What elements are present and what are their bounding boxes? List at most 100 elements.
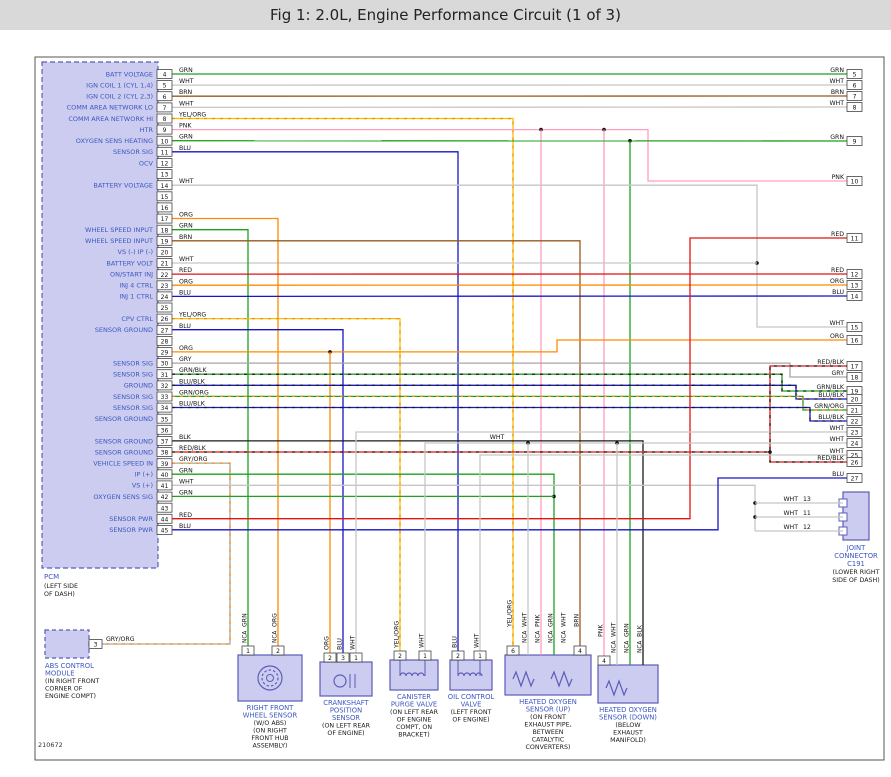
pcm-pin-label: IGN COIL 2 (CYL 2,3)	[86, 93, 153, 101]
wire-color-label: BLU	[179, 523, 191, 530]
right-pin-17	[846, 361, 863, 371]
svg-text:14: 14	[161, 183, 169, 190]
svg-text:NCA: NCA	[562, 631, 568, 643]
wire-red	[172, 237, 847, 520]
svg-text:CONVERTERS): CONVERTERS)	[526, 744, 571, 751]
right-pin-27	[846, 473, 863, 483]
svg-text:42: 42	[161, 494, 169, 501]
pcm-pin-4	[156, 69, 173, 79]
svg-text:35: 35	[161, 416, 169, 423]
right-pin-6	[846, 80, 863, 90]
diagram-number: 210672	[38, 741, 63, 749]
wire-org	[172, 217, 279, 655]
pcm-pin-10	[156, 135, 173, 146]
right-pin-8	[846, 102, 863, 112]
pcm-pin-label: SENSOR SIG	[113, 371, 153, 379]
wire-color-label: WHT	[179, 478, 194, 485]
figure-title-bar: Fig 1: 2.0L, Engine Performance Circuit …	[0, 0, 891, 30]
svg-text:31: 31	[161, 372, 169, 379]
svg-text:(ON FRONT: (ON FRONT	[530, 714, 566, 721]
wire-color-label: YEL/ORG	[178, 112, 206, 119]
pcm-pin-label: SENSOR SIG	[113, 404, 153, 412]
joint-pin-number: 11	[803, 510, 811, 517]
svg-text:WHEEL SENSOR: WHEEL SENSOR	[243, 712, 298, 720]
pcm-pin-label: INJ 4 CTRL	[119, 282, 153, 290]
right-pin-16	[846, 335, 863, 345]
pcm-pin-38	[156, 447, 173, 458]
wire-color-label: BRN	[831, 89, 845, 96]
svg-text:GRN: GRN	[242, 613, 249, 627]
pcm-caption: PCM	[44, 573, 59, 581]
svg-text:14: 14	[851, 294, 859, 301]
svg-text:2: 2	[328, 655, 332, 662]
wire-color-label: GRN/ORG	[814, 403, 844, 410]
wire-blk	[172, 440, 644, 665]
wires: WHT	[102, 73, 848, 665]
svg-text:ENGINE COMPT): ENGINE COMPT)	[45, 693, 96, 700]
wire-color-label: BLU/BLK	[818, 414, 845, 421]
wire-grn	[172, 229, 249, 655]
wire-color-label: WHT	[829, 100, 844, 107]
pcm-pin-label: SENSOR SIG	[113, 148, 153, 156]
pcm-pin-label: SENSOR GROUND	[95, 326, 153, 334]
wire-blu	[172, 329, 344, 662]
right-pin-26	[846, 457, 863, 467]
pcm-pin-25	[156, 302, 173, 313]
pcm-pin-5	[156, 80, 173, 90]
svg-text:15: 15	[851, 325, 859, 332]
pcm-pin-41	[156, 480, 173, 491]
svg-text:3: 3	[341, 655, 345, 662]
right-pin-7	[846, 91, 863, 101]
pcm-pin-17	[156, 213, 173, 224]
pcm-pin-21	[156, 258, 173, 268]
svg-text:28: 28	[161, 339, 169, 346]
pcm-pin-19	[156, 235, 173, 246]
right-pin-22	[846, 416, 863, 426]
right-pin-5	[846, 69, 863, 79]
wire-gry	[172, 362, 847, 378]
wire-wht	[172, 184, 847, 328]
svg-text:NCA: NCA	[625, 641, 631, 653]
svg-text:40: 40	[161, 472, 169, 479]
svg-text:6: 6	[853, 83, 857, 90]
svg-text:16: 16	[851, 338, 859, 345]
pcm-pin-label: SENSOR PWR	[109, 526, 153, 534]
svg-text:MODULE: MODULE	[45, 670, 75, 678]
svg-text:34: 34	[161, 405, 169, 412]
wire-bus-label: WHT	[490, 434, 505, 441]
svg-text:19: 19	[161, 238, 169, 245]
wire-blu-blk	[172, 406, 847, 422]
right-pin-9	[846, 136, 863, 146]
pcm-pin-20	[156, 246, 173, 257]
wire-pnk	[172, 128, 847, 182]
wire-color-label: RED/BLK	[179, 445, 207, 452]
svg-text:4: 4	[602, 658, 606, 665]
svg-text:SENSOR (DOWN): SENSOR (DOWN)	[599, 714, 657, 722]
pcm-pin-11	[156, 146, 173, 157]
pcm-pin-label: COMM AREA NETWORK HI	[68, 115, 153, 123]
svg-text:36: 36	[161, 427, 169, 434]
wire-color-label: GRN/BLK	[816, 384, 844, 391]
pcm-pin-label: BATT VOLTAGE	[106, 70, 153, 78]
svg-text:39: 39	[161, 461, 169, 468]
svg-text:7: 7	[853, 94, 857, 101]
svg-text:BRN: BRN	[574, 613, 581, 627]
svg-text:BLU: BLU	[337, 638, 344, 650]
svg-text:2: 2	[456, 653, 460, 660]
pcm-pin-label: GROUND	[124, 382, 153, 390]
svg-text:1: 1	[354, 655, 358, 662]
svg-text:ABS CONTROL: ABS CONTROL	[45, 662, 94, 670]
wire-color-label: BLU	[179, 289, 191, 296]
svg-text:4: 4	[578, 648, 582, 655]
svg-text:210672: 210672	[38, 741, 63, 749]
svg-text:NCA: NCA	[549, 631, 555, 643]
pcm-pin-42	[156, 491, 173, 502]
wire-color-label: BLU	[179, 323, 191, 330]
wire-wht	[424, 442, 847, 660]
pcm-pin-label: OXYGEN SENS SIG	[93, 493, 153, 501]
svg-text:21: 21	[161, 261, 169, 268]
pcm-pin-16	[156, 202, 173, 213]
wire-color-label: GRN	[179, 490, 193, 497]
